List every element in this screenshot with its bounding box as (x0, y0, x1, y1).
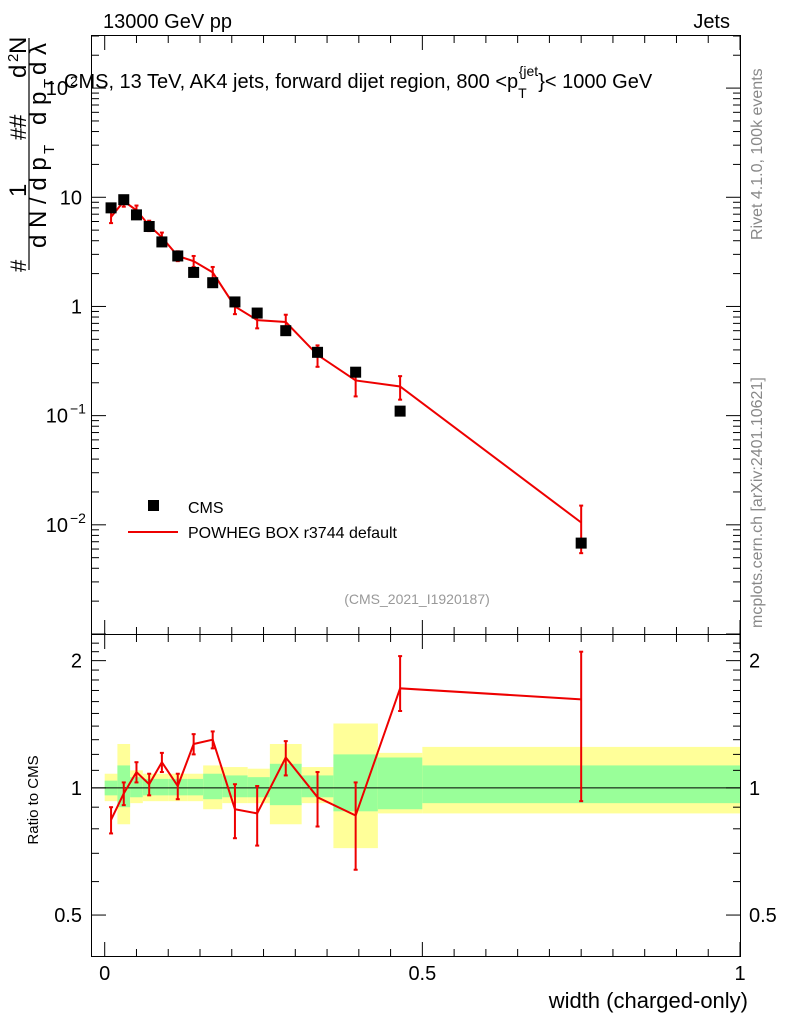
analysis-id-watermark: (CMS_2021_I1920187) (344, 591, 490, 607)
main-ytick-label-2: 1 (71, 296, 82, 318)
mc-main-line (110, 199, 582, 524)
svg-text:T: T (41, 79, 58, 88)
cms-data-point (105, 202, 117, 214)
x-axis-label: width (charged-only) (548, 988, 748, 1013)
header-process: 13000 GeV pp (103, 11, 232, 33)
plot-title: CMS, 13 TeV, AK4 jets, forward dijet reg… (64, 63, 653, 101)
legend-cms-marker (148, 500, 159, 511)
ratio-ytick-label-right-1: 1 (749, 778, 760, 800)
main-ytick-exp-0: 2 (70, 73, 78, 89)
ratio-xtick-label-2: 1 (734, 963, 745, 985)
svg-text:d p: d p (25, 92, 52, 125)
plot-title-text: CMS, 13 TeV, AK4 jets, forward dijet reg… (64, 63, 653, 101)
band-inner-6 (187, 778, 204, 796)
svg-text:d λ: d λ (25, 43, 52, 75)
mcplots-label: mcplots.cern.ch [arXiv:2401.10621] (749, 377, 766, 628)
band-inner-2 (130, 777, 143, 798)
mc-series-ratio (109, 650, 584, 871)
ratio-xtick-label-0: 0 (99, 963, 110, 985)
data-series-main (105, 194, 587, 549)
main-y-axis-label: # d N / d p T 1 # d p T # d λ d 2 N (5, 37, 58, 272)
cms-data-point (280, 325, 292, 337)
cms-data-point (172, 250, 184, 262)
svg-text:d: d (5, 65, 32, 78)
header-category: Jets (693, 11, 730, 33)
main-panel-frame (91, 35, 741, 635)
rivet-version-label: Rivet 4.1.0, 100k events (749, 68, 766, 240)
cms-data-point (350, 366, 362, 378)
cms-data-point (207, 277, 219, 289)
mc-series-main (109, 195, 584, 555)
svg-text:#: # (6, 127, 31, 140)
ratio-ytick-label-right-0: 2 (749, 651, 760, 673)
svg-text:T: T (41, 145, 58, 154)
ratio-xtick-label-1: 0.5 (408, 963, 436, 985)
cms-data-point (394, 405, 406, 417)
ratio-ytick-label-left-2: 0.5 (54, 905, 82, 927)
svg-text:1: 1 (5, 184, 32, 197)
band-inner-13 (377, 757, 423, 810)
legend-cms-label: CMS (188, 500, 224, 517)
cms-data-point (229, 296, 241, 308)
main-ytick-label-1: 10 (60, 187, 82, 209)
ratio-ytick-label-left-1: 1 (71, 778, 82, 800)
cms-data-point (312, 346, 324, 358)
cms-data-point (575, 537, 587, 549)
main-ytick-label-3: 10 (46, 406, 68, 428)
cms-data-point (143, 220, 155, 232)
ratio-ytick-label-right-2: 0.5 (749, 905, 777, 927)
band-inner-9 (247, 777, 270, 798)
ratio-panel-frame (91, 634, 741, 957)
ratio-ytick-label-left-0: 2 (71, 651, 82, 673)
svg-text:#: # (6, 259, 31, 272)
cms-data-point (118, 194, 130, 206)
legend-powheg-label: POWHEG BOX r3744 default (188, 525, 398, 542)
ratio-axis-ticks: 2 2 1 1 0.5 0.5 0 0.5 1 (54, 635, 777, 985)
cms-data-point (156, 236, 168, 248)
cms-data-point (251, 307, 263, 319)
legend: CMS POWHEG BOX r3744 default (128, 500, 398, 542)
cms-data-point (130, 209, 142, 221)
main-ytick-exp-4: −2 (70, 510, 86, 526)
main-ytick-label-0: 10 (46, 78, 68, 100)
cms-data-point (188, 266, 200, 278)
band-inner-4 (155, 778, 169, 796)
main-ytick-exp-3: −1 (70, 401, 86, 417)
svg-text:2: 2 (5, 54, 22, 62)
main-ytick-label-4: 10 (46, 515, 68, 537)
ratio-y-axis-label: Ratio to CMS (25, 755, 42, 844)
svg-text:#: # (5, 114, 32, 128)
svg-text:N: N (5, 37, 32, 54)
band-inner-7 (203, 773, 223, 800)
